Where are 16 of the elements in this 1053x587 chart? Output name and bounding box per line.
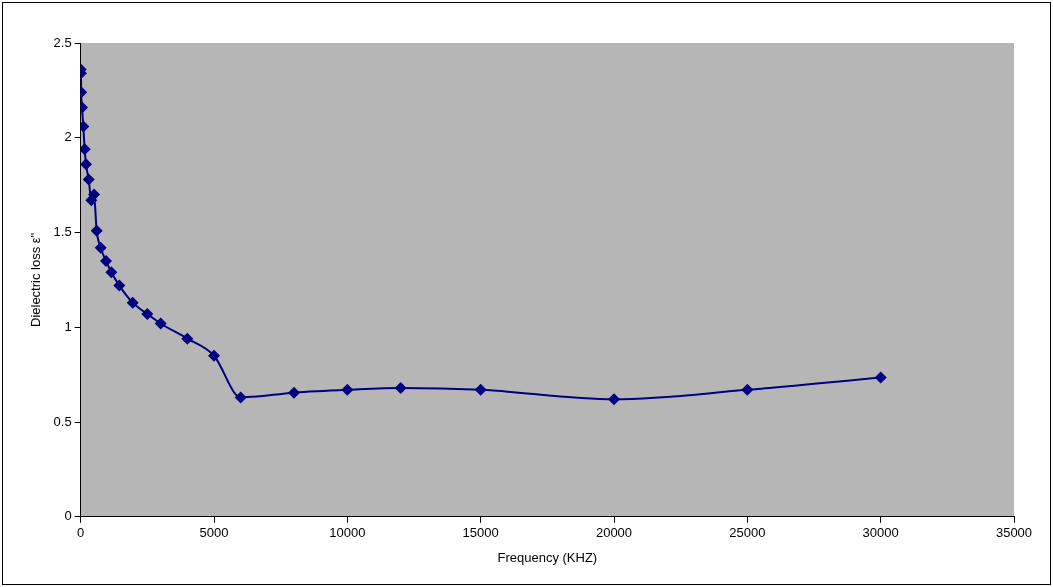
y-tick-label: 1	[64, 318, 72, 334]
x-tick-label: 20000	[595, 525, 633, 541]
x-tick-label: 5000	[199, 525, 229, 541]
x-tick-label: 0	[77, 525, 85, 541]
y-tick-label: 2.5	[53, 34, 72, 50]
x-tick-label: 15000	[462, 525, 499, 541]
y-axis-title: Dielectric loss ε"	[28, 232, 44, 328]
x-tick-label: 10000	[329, 525, 366, 541]
x-tick-label: 25000	[729, 525, 766, 541]
x-axis-title: Frequency (KHZ)	[497, 549, 598, 565]
y-tick-label: 0	[64, 508, 72, 524]
y-tick-label: 1.5	[53, 224, 72, 240]
x-tick-label: 30000	[862, 525, 899, 541]
y-tick-label: 2	[64, 129, 72, 145]
y-tick-label: 0.5	[53, 413, 72, 429]
x-tick-label: 35000	[995, 525, 1033, 541]
